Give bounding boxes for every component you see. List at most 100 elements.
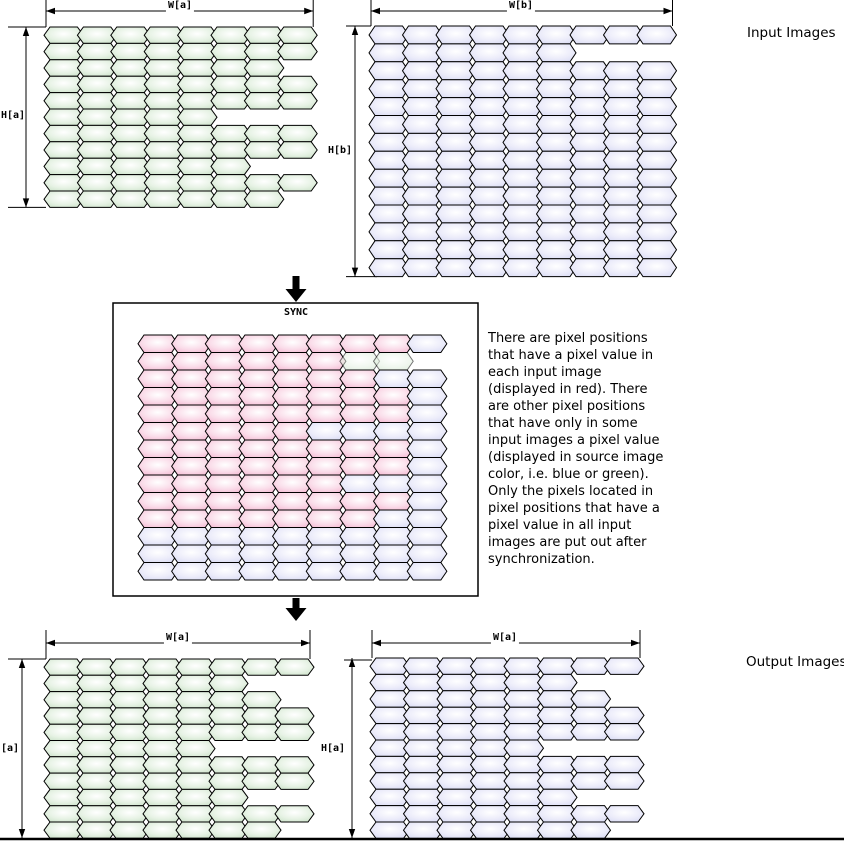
width-label-output-b: W[a] (490, 632, 520, 644)
pixel-cell (569, 25, 611, 45)
pixel-cell (401, 258, 443, 278)
pixel-cell (636, 61, 678, 81)
pixel-cell (372, 562, 414, 581)
pixel-cell (406, 492, 448, 511)
input-images-label: Input Images (747, 25, 836, 41)
pixel-cell (536, 673, 578, 692)
annotation-line: that have a pixel value in (488, 348, 654, 363)
pixel-cell (406, 544, 448, 563)
pixel-cell (570, 772, 612, 790)
pixel-cell (274, 723, 315, 741)
width-label-output-a: W[a] (163, 632, 193, 644)
pixel-cell (210, 92, 252, 110)
pixel-cell (277, 141, 318, 159)
sync-grid (137, 334, 448, 581)
pixel-cell (372, 352, 414, 371)
pixel-cell (238, 562, 280, 581)
annotation-line: color, i.e. blue or green). (488, 467, 649, 482)
pixel-cell (305, 562, 347, 581)
pixel-cell (636, 258, 678, 278)
annotation-line: that have only in some (488, 416, 638, 431)
pixel-cell (241, 691, 282, 709)
pixel-cell (603, 723, 645, 741)
pixel-cell (570, 821, 612, 839)
pixel-cell (243, 92, 285, 110)
pixel-cell (536, 723, 578, 741)
pixel-cell (406, 527, 448, 546)
annotation-line: synchronization. (488, 552, 595, 567)
output-images-label: Output Images (746, 654, 844, 670)
pixel-cell (243, 59, 285, 77)
height-label-output-b: H[a] (321, 743, 346, 754)
pixel-cell (204, 562, 246, 581)
pixel-cell (277, 174, 318, 192)
pixel-cell (274, 805, 315, 823)
sync-annotation-text: There are pixel positions that have a pix… (488, 330, 708, 568)
pixel-cell (241, 723, 282, 741)
height-label-input-a: H[a] (1, 110, 26, 121)
pixel-cell (274, 658, 315, 676)
pixel-cell (406, 439, 448, 458)
pixel-cell (241, 772, 282, 790)
pixel-cell (176, 108, 218, 126)
pixel-cell (406, 387, 448, 406)
height-label-input-b: H[b] (328, 145, 353, 156)
pixel-cell (406, 422, 448, 441)
pixel-cell (277, 124, 318, 143)
pixel-cell (603, 706, 645, 725)
annotation-line: are other pixel positions (488, 399, 646, 414)
pixel-cell (277, 42, 318, 61)
pixel-cell (208, 674, 249, 693)
pixel-cell (569, 258, 611, 278)
sync-box (112, 302, 479, 597)
pixel-cell (171, 562, 212, 581)
pixel-cell (76, 190, 118, 208)
pixel-cell (503, 739, 545, 757)
pixel-cell (636, 168, 678, 188)
pixel-cell (603, 805, 645, 823)
width-label-input-a: W[a] (165, 0, 195, 12)
pixel-cell (241, 658, 282, 676)
pixel-cell (406, 404, 448, 423)
pixel-cell (406, 474, 448, 493)
annotation-line: pixel value in all input (488, 518, 632, 533)
pixel-cell (243, 190, 285, 208)
pixel-cell (406, 334, 448, 353)
pixel-cell (208, 788, 249, 807)
pixel-cell (502, 258, 544, 278)
output-image-b-grid (369, 657, 645, 839)
annotation-line: pixel positions that have a (488, 501, 660, 516)
pixel-cell (274, 772, 315, 790)
output-image-a-grid (43, 658, 315, 839)
pixel-cell (468, 258, 510, 278)
annotation-line: There are pixel positions (488, 331, 648, 346)
pixel-cell (636, 204, 678, 224)
pixel-cell (277, 75, 318, 94)
pixel-cell (143, 190, 185, 208)
pixel-cell (636, 97, 678, 116)
pixel-cell (176, 190, 218, 208)
annotation-line: Only the pixels located in (488, 484, 654, 499)
pixel-cell (274, 756, 315, 774)
pixel-cell (535, 43, 577, 63)
pixel-cell (636, 79, 678, 99)
pixel-cell (636, 186, 678, 206)
pixel-cell (536, 788, 578, 807)
annotation-line: each input image (488, 365, 602, 380)
sync-box-title: SYNC (283, 307, 309, 318)
pixel-cell (406, 369, 448, 388)
pixel-cell (603, 657, 645, 675)
pixel-cell (636, 115, 678, 134)
pixel-cell (339, 562, 381, 581)
pixel-cell (175, 740, 216, 758)
pixel-cell (603, 755, 645, 774)
pixel-cell (277, 92, 318, 110)
pixel-cell (137, 562, 179, 581)
pixel-cell (535, 258, 577, 278)
annotation-line: (displayed in source image (488, 450, 664, 465)
pixel-cell (570, 690, 612, 708)
pixel-cell (274, 707, 315, 725)
width-label-input-b: W[b] (506, 0, 536, 12)
pixel-cell (406, 562, 448, 581)
